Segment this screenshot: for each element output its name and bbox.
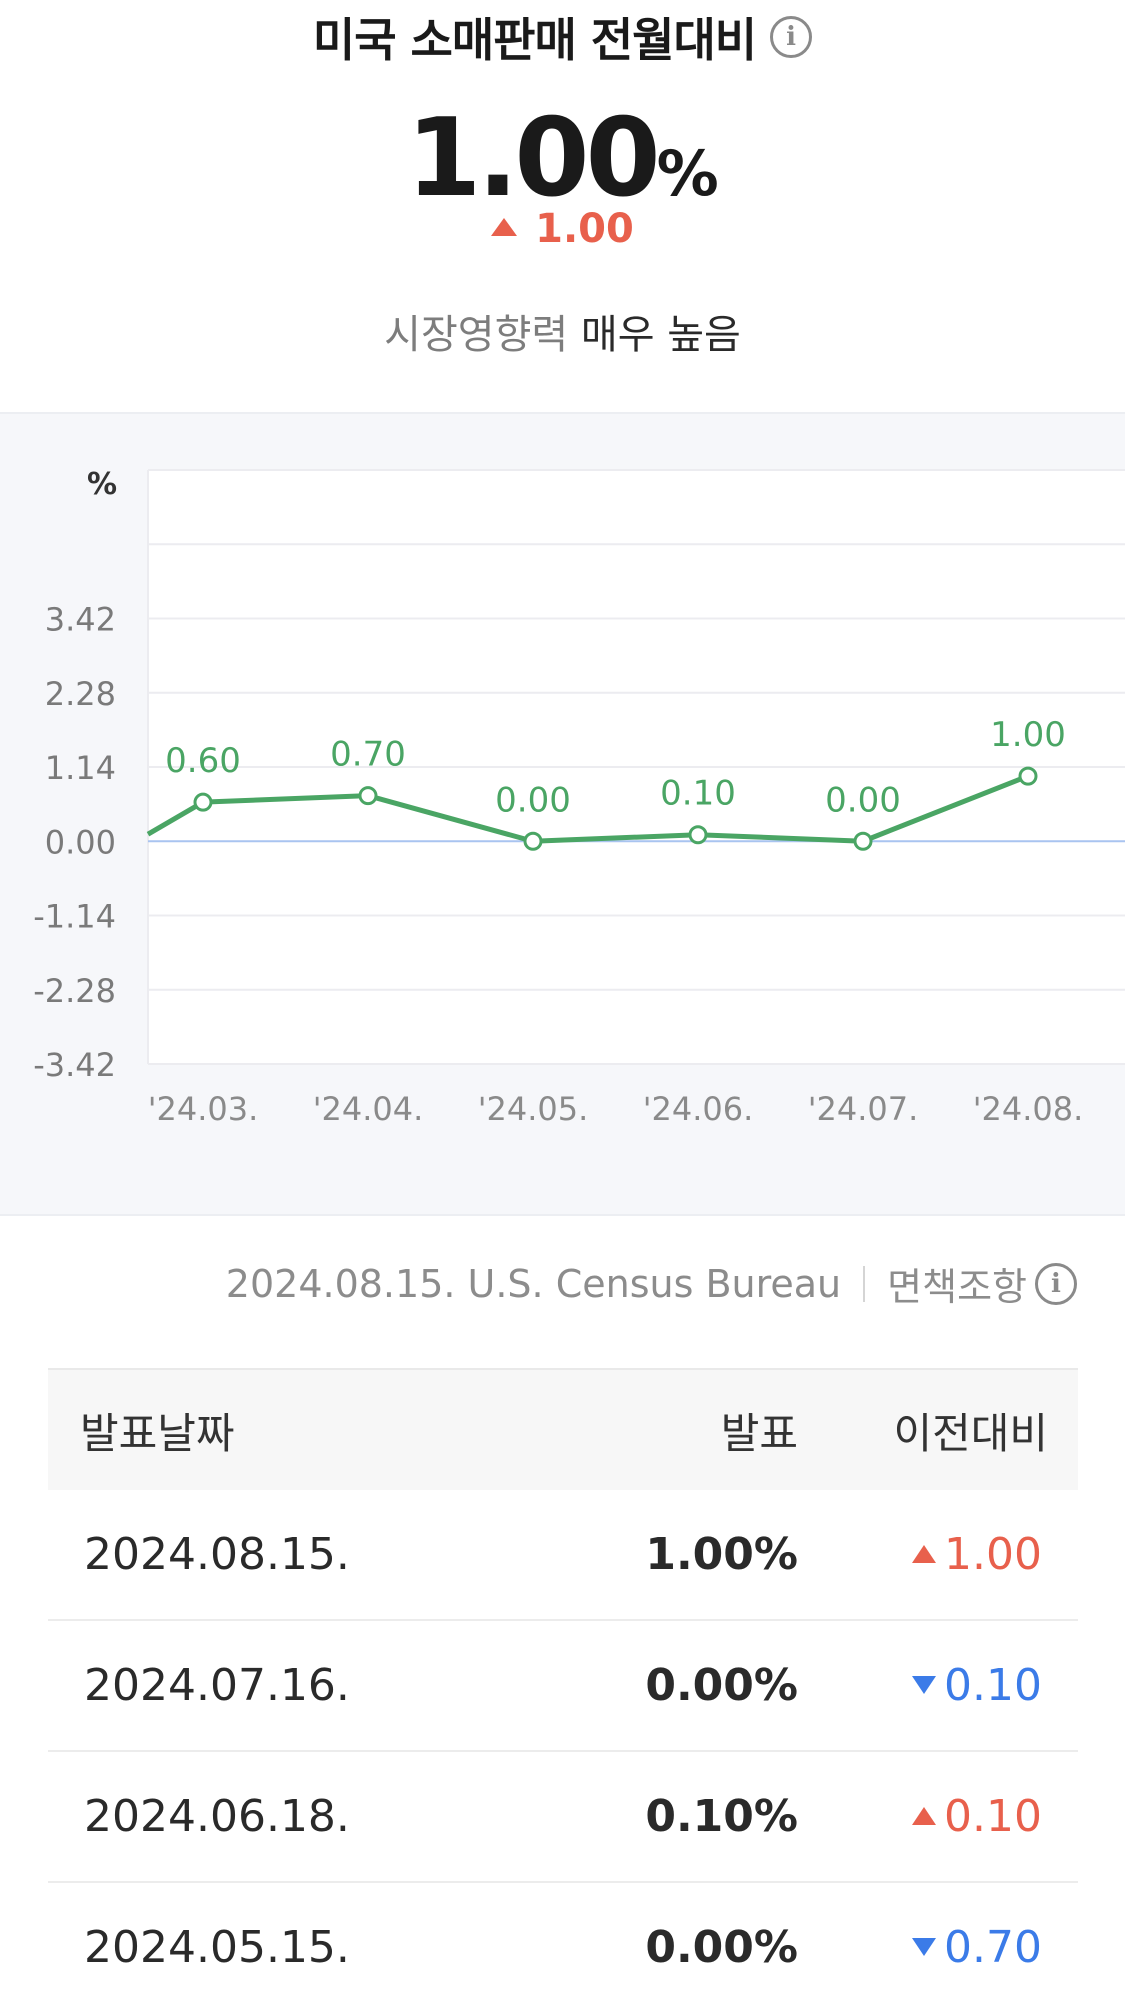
row-date: 2024.05.15.: [84, 1922, 350, 1973]
market-impact-value: 매우 높음: [580, 312, 741, 358]
x-tick-label: '24.05.: [478, 1090, 589, 1128]
x-tick-label: '24.06.: [643, 1090, 754, 1128]
data-label: 1.00: [990, 715, 1066, 755]
current-value-number: 1.00: [406, 96, 660, 221]
y-tick-label: -3.42: [33, 1046, 116, 1084]
y-axis-label: %: [87, 467, 117, 502]
title-row: 미국 소매판매 전월대비 i: [0, 4, 1125, 70]
market-impact-label: 시장영향력: [384, 312, 569, 358]
change-indicator: 1.00: [0, 206, 1125, 252]
triangle-down-icon: [912, 1676, 937, 1694]
data-label: 0.10: [660, 774, 736, 814]
table-row: 2024.05.15. 0.00% 0.70: [48, 1883, 1078, 2004]
row-change-value: 1.00: [944, 1529, 1042, 1580]
data-point: [523, 831, 543, 851]
header-value: 발표: [720, 1408, 798, 1458]
x-tick-label: '24.03.: [148, 1090, 259, 1128]
triangle-up-icon: [491, 218, 518, 236]
line-chart-panel: % 3.42 2.28 1.14 0.00 -1.14 -2.28 -3.42 '24.03. '…: [0, 412, 1125, 1216]
release-history-table: 발표날짜 발표 이전대비 2024.08.15. 1.00% 1.00 2024.07…: [48, 1368, 1078, 2004]
x-tick-label: '24.07.: [808, 1090, 919, 1128]
triangle-up-icon: [912, 1545, 937, 1563]
row-date: 2024.06.18.: [84, 1791, 350, 1842]
disclaimer-info-icon[interactable]: i: [1035, 1262, 1077, 1305]
data-label: 0.00: [825, 780, 901, 820]
y-tick-label: 2.28: [45, 675, 116, 713]
y-tick-label: -2.28: [33, 972, 116, 1010]
data-label: 0.70: [330, 735, 406, 775]
data-point: [688, 825, 708, 845]
triangle-up-icon: [912, 1807, 937, 1825]
indicator-header: 미국 소매판매 전월대비 i 1.00% 1.00 시장영향력 매우 높음: [0, 0, 1125, 412]
data-point: [853, 831, 873, 851]
row-value: 0.00%: [645, 1922, 798, 1973]
row-change: 0.10: [798, 1791, 1078, 1842]
row-date: 2024.08.15.: [84, 1529, 350, 1580]
data-point: [1018, 766, 1038, 786]
x-tick-label: '24.08.: [973, 1090, 1084, 1128]
current-value-unit: %: [656, 137, 719, 210]
page-title: 미국 소매판매 전월대비: [312, 13, 757, 67]
row-date: 2024.07.16.: [84, 1660, 350, 1711]
table-row: 2024.07.16. 0.00% 0.10: [48, 1621, 1078, 1752]
market-impact: 시장영향력 매우 높음: [0, 302, 1125, 360]
change-value: 1.00: [535, 206, 634, 252]
table-row: 2024.08.15. 1.00% 1.00: [48, 1490, 1078, 1621]
source-row: 2024.08.15. U.S. Census Bureau 면책조항 i: [226, 1256, 1077, 1311]
data-label: 0.60: [165, 741, 241, 781]
data-point: [358, 786, 378, 806]
triangle-down-icon: [912, 1938, 937, 1956]
data-label: 0.00: [495, 780, 571, 820]
header-date: 발표날짜: [80, 1408, 235, 1458]
row-change: 0.10: [798, 1660, 1078, 1711]
row-change: 0.70: [798, 1922, 1078, 1973]
y-tick-label: 1.14: [45, 749, 116, 787]
table-header: 발표날짜 발표 이전대비: [48, 1368, 1078, 1490]
row-change-value: 0.70: [944, 1922, 1042, 1973]
row-value: 1.00%: [645, 1529, 798, 1580]
row-value: 0.10%: [645, 1791, 798, 1842]
source-divider: [863, 1265, 866, 1302]
table-row: 2024.06.18. 0.10% 0.10: [48, 1752, 1078, 1883]
line-chart[interactable]: % 3.42 2.28 1.14 0.00 -1.14 -2.28 -3.42 '24.03. '…: [0, 414, 1125, 1214]
row-change-value: 0.10: [944, 1660, 1042, 1711]
current-value: 1.00%: [0, 96, 1125, 221]
row-value: 0.00%: [645, 1660, 798, 1711]
y-tick-label: -1.14: [33, 898, 116, 936]
y-tick-label: 0.00: [45, 823, 116, 861]
row-change-value: 0.10: [944, 1791, 1042, 1842]
source-text: 2024.08.15. U.S. Census Bureau: [225, 1261, 842, 1306]
disclaimer-link[interactable]: 면책조항: [887, 1265, 1027, 1309]
header-change: 이전대비: [893, 1408, 1048, 1458]
info-icon[interactable]: i: [770, 16, 813, 58]
y-tick-label: 3.42: [45, 601, 116, 639]
row-change: 1.00: [798, 1529, 1078, 1580]
data-point: [193, 792, 213, 812]
table-body: 2024.08.15. 1.00% 1.00 2024.07.16. 0.00% 0.10…: [48, 1490, 1078, 2004]
x-tick-label: '24.04.: [313, 1090, 424, 1128]
